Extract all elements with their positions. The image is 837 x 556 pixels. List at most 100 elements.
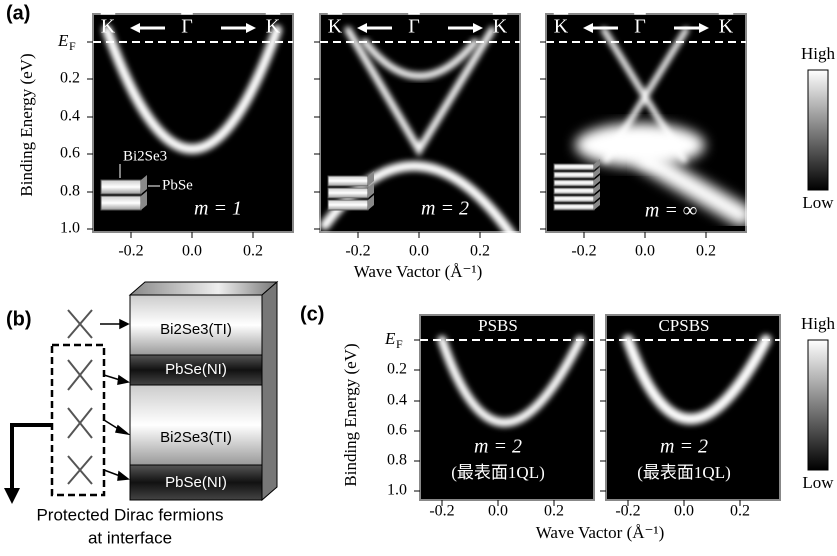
m-label: m = 1 (194, 198, 242, 220)
k-label: Γ (181, 16, 193, 38)
note: (最表面1QL) (637, 463, 730, 482)
colorbar (807, 69, 829, 191)
inset-slab (594, 199, 600, 210)
x-tick-label: -0.2 (118, 243, 143, 260)
inset-slab (594, 191, 600, 202)
inset-label: Bi2Se3 (123, 148, 167, 164)
x-axis-title: Wave Vactor (Å⁻¹) (536, 523, 665, 542)
x-tick-label: 0.2 (696, 243, 716, 260)
y-tick-label: 1.0 (60, 220, 80, 237)
panel-label: (a) (6, 2, 30, 24)
ef-label: E (57, 31, 69, 50)
inset-slab (553, 203, 595, 211)
colorbar-label: High (801, 44, 836, 63)
k-label: K (101, 16, 116, 38)
inset-slab (100, 179, 142, 195)
inset-slab (141, 191, 147, 210)
inset-slab (327, 175, 369, 187)
y-tick-label: 0.2 (387, 361, 407, 378)
x-tick-label: 0.2 (730, 503, 750, 520)
inset-slab (553, 187, 595, 195)
arrow (699, 23, 709, 33)
arrow (583, 23, 593, 33)
layer-diagram (4, 280, 279, 504)
inset-slab (100, 195, 142, 211)
x-tick-label: -0.2 (615, 503, 640, 520)
arrow (473, 23, 483, 33)
arrow (357, 23, 367, 33)
inset-slab (553, 195, 595, 203)
x-tick-label: 0.2 (470, 243, 490, 260)
m-label: m = 2 (660, 436, 708, 458)
layer-label: Bi2Se3(TI) (160, 429, 232, 446)
panel-label: (b) (6, 308, 32, 330)
band (437, 335, 585, 427)
k-label: Γ (634, 16, 646, 38)
band (102, 25, 282, 154)
plot (605, 314, 781, 501)
inset-slab (553, 179, 595, 187)
arrow (246, 23, 256, 33)
inset-slab (594, 167, 600, 178)
layer-label: PbSe(NI) (165, 474, 227, 491)
k-label: K (493, 16, 508, 38)
y-axis-title: Binding Energy (eV) (341, 343, 360, 486)
y-tick-label: 0.8 (60, 183, 80, 200)
layer-label: PbSe(NI) (165, 361, 227, 378)
ef-label: E (384, 329, 396, 348)
colorbar-label: Low (802, 193, 834, 212)
y-tick-label: 0.6 (387, 422, 407, 439)
colorbar (807, 339, 829, 471)
y-tick-label: 1.0 (387, 482, 407, 499)
k-label: Γ (408, 16, 420, 38)
k-label: K (328, 16, 343, 38)
inset-slab (368, 183, 374, 198)
band (361, 38, 479, 80)
note: (最表面1QL) (451, 463, 544, 482)
ef-subscript: F (396, 337, 403, 351)
band (344, 26, 496, 157)
inset-slab (368, 171, 374, 186)
x-tick-label: 0.0 (409, 243, 429, 260)
x-axis-title: Wave Vactor (Å⁻¹) (354, 262, 483, 281)
colorbar-label: Low (802, 473, 834, 492)
inset-slab (594, 183, 600, 194)
band (622, 334, 772, 425)
plot (419, 314, 595, 501)
y-tick-label: 0.8 (387, 452, 407, 469)
x-tick-label: -0.2 (571, 243, 596, 260)
inset-label: PbSe (162, 177, 193, 193)
panel-label: (c) (300, 303, 324, 325)
y-tick-label: 0.4 (60, 108, 80, 125)
k-label: K (719, 16, 734, 38)
x-tick-label: -0.2 (429, 503, 454, 520)
x-tick-label: 0.2 (544, 503, 564, 520)
x-tick-label: -0.2 (345, 243, 370, 260)
inset-slab (368, 195, 374, 210)
inset-slab (553, 171, 595, 179)
band (635, 149, 752, 226)
k-label: K (266, 16, 281, 38)
m-label: m = ∞ (645, 200, 697, 222)
inset-slab (141, 175, 147, 194)
x-tick-label: 0.0 (674, 503, 694, 520)
x-tick-label: 0.0 (488, 503, 508, 520)
plot (545, 13, 752, 233)
caption: Protected Dirac fermions (36, 505, 223, 524)
y-tick-label: 0.2 (60, 70, 80, 87)
m-label: m = 2 (421, 198, 469, 220)
x-tick-label: 0.0 (182, 243, 202, 260)
plot-title: PSBS (478, 316, 518, 335)
arrow (130, 23, 140, 33)
inset-slab (594, 159, 600, 170)
plot-title: CPSBS (658, 316, 709, 335)
inset-slab (327, 187, 369, 199)
inset-slab (327, 199, 369, 211)
y-tick-label: 0.4 (387, 392, 407, 409)
y-tick-label: 0.6 (60, 145, 80, 162)
caption: at interface (88, 528, 172, 547)
x-tick-label: 0.2 (243, 243, 263, 260)
y-axis-title: Binding Energy (eV) (17, 53, 36, 196)
plot-bg (419, 314, 595, 501)
